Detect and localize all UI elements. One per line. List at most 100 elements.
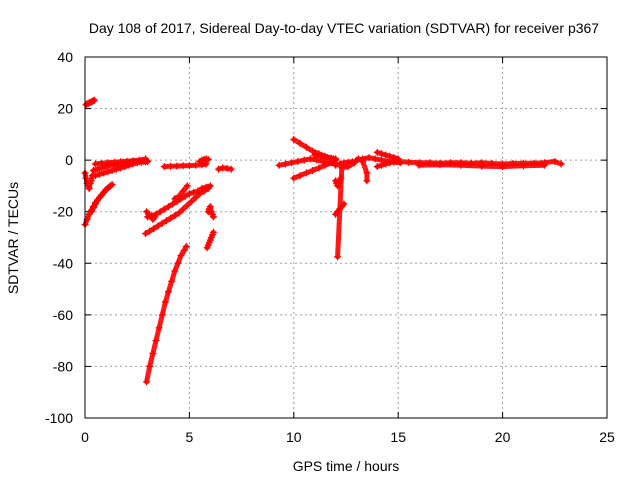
data-point-plus [382,151,390,159]
plot-frame [84,56,608,419]
data-point-plus [142,155,150,163]
data-point-plus [179,162,187,170]
data-point-plus [206,182,214,190]
data-point-plus [129,157,137,165]
series-band [145,183,213,220]
data-point-plus [82,174,90,182]
data-point-plus [165,203,172,211]
series-arc-short-4 [215,164,235,173]
data-point-plus [104,168,112,176]
series-band-flat-3 [91,155,150,168]
data-point-plus [209,228,217,236]
data-point-plus [227,165,235,173]
data-point-plus [171,212,179,220]
series-arc-early-high [82,96,98,109]
y-tick-label: -100 [45,410,73,426]
data-point-plus [294,157,302,165]
data-point-plus [162,217,170,225]
series-scatter-sparse [334,155,371,261]
data-point-plus [183,201,191,209]
data-point-plus [91,160,99,168]
series-arc-rise-2 [87,181,116,216]
data-point-plus [180,246,188,254]
data-point-plus [386,159,394,167]
data-point-plus [190,188,198,196]
data-point-plus [112,165,120,173]
data-point-plus [146,227,154,235]
series-arc-mid-3 [143,208,159,223]
data-point-plus [110,158,118,166]
data-point-plus [540,161,548,169]
y-tick-label: -60 [53,307,73,323]
data-point-plus [158,219,166,227]
y-tick-label: 20 [57,101,73,117]
data-point-plus [371,155,379,163]
y-tick-label: -40 [53,255,73,271]
data-point-plus [520,162,527,170]
data-point-plus [89,167,97,174]
series-arc-long-4 [311,151,337,163]
data-point-plus [117,164,124,172]
x-tick-label: 15 [390,429,406,445]
y-axis-label: SDTVAR / TECUs [5,182,21,294]
data-point-plus [386,152,394,160]
data-point-plus [300,156,308,164]
data-point-plus [334,253,342,261]
data-point-plus [155,324,163,332]
data-point-plus [154,222,162,230]
data-point-plus [87,208,95,216]
data-point-plus [149,350,157,357]
data-point-plus [378,161,385,169]
data-point-plus [85,185,93,192]
x-tick-label: 20 [495,429,511,445]
data-point-plus [182,243,190,250]
data-point-plus [394,157,402,165]
data-point-plus [181,192,189,200]
x-axis-label: GPS time / hours [293,458,400,474]
data-point-plus [296,172,304,180]
data-point-plus [168,277,176,285]
data-point-plus [359,155,367,163]
data-point-plus [330,155,337,163]
x-tick-label: 25 [599,429,615,445]
data-point-plus [311,151,319,159]
data-point-plus [150,225,158,232]
data-point-plus [302,143,310,151]
data-point-plus [206,203,214,211]
data-point-plus [378,150,385,158]
series-band-flat-4 [160,160,210,171]
data-point-plus [185,190,193,198]
data-point-plus [94,165,101,173]
chart-title: Day 108 of 2017, Sidereal Day-to-day VTE… [89,20,599,36]
data-point-plus [457,161,465,169]
axis-ticks: 0 5 10 15 20 25 -100 -80 -60 -40 -20 0 20 40 [45,49,615,445]
data-point-plus [336,160,344,168]
data-point-plus [204,155,212,163]
series-arc-mid-4 [171,182,191,203]
data-point-plus [177,252,185,259]
data-point-plus [151,213,159,221]
data-point-plus [146,362,154,370]
series-band [144,244,189,385]
data-point-plus [405,158,413,166]
data-point-plus [175,209,183,217]
data-point-plus [160,205,168,213]
data-point-plus [436,161,444,169]
data-point-plus [323,154,331,162]
data-point-plus [309,147,317,155]
data-point-plus [169,200,177,208]
data-point-plus [185,162,193,170]
data-point-plus [551,157,559,165]
data-point-plus [192,161,200,169]
data-point-plus [290,136,298,143]
data-point-plus [415,161,423,169]
data-point-plus [87,177,95,185]
data-point-plus [352,156,360,164]
data-point-plus [108,167,116,174]
data-point-plus [307,155,314,163]
data-point-plus [302,169,310,177]
data-point-plus [108,181,116,189]
data-point-plus [332,161,340,169]
series-band [335,156,370,260]
